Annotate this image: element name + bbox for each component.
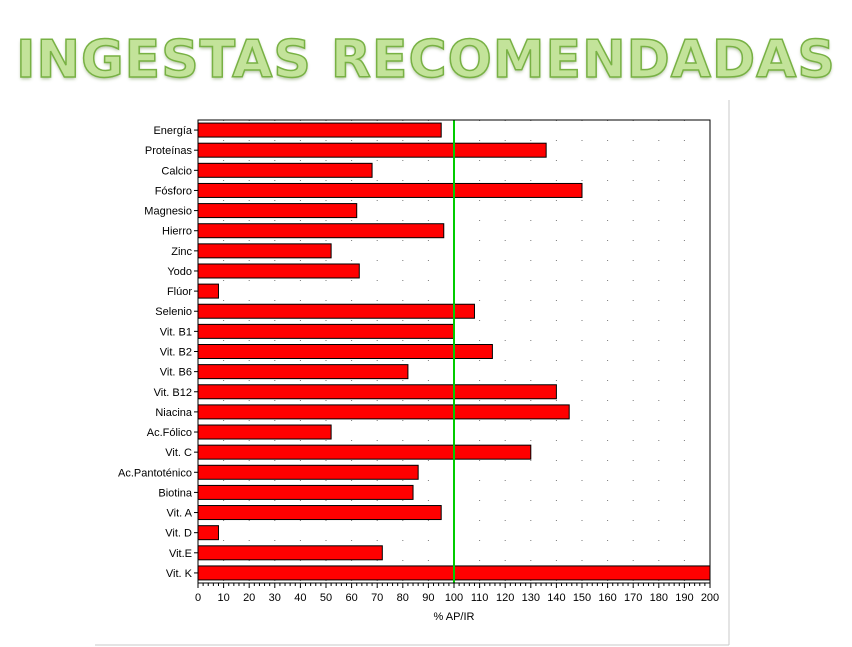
x-tick-label: 110 [471,592,489,604]
category-label: Vit. A [167,508,193,520]
x-tick-label: 120 [496,592,514,604]
category-label: Calcio [161,165,192,177]
category-label: Energía [153,125,192,137]
x-tick-label: 170 [624,592,642,604]
bar [197,484,414,500]
x-tick-label: 150 [573,592,591,604]
bar [197,525,219,541]
category-label: Magnesio [144,206,192,218]
bar [197,545,383,561]
bar [197,323,455,339]
x-tick-label: 130 [522,592,540,604]
bar [197,122,442,138]
category-label: Vit. B2 [160,347,192,359]
bar [197,424,332,440]
category-label: Proteínas [145,145,193,157]
x-tick-label: 190 [675,592,693,604]
x-tick-label: 70 [371,592,383,604]
category-label-layer: Energía Proteínas Calcio Fósforo Magnesio Hie… [118,125,198,580]
category-label: Flúor [167,286,192,298]
x-tick-label: 50 [320,592,332,604]
x-tick-label: 0 [195,592,201,604]
bar [197,464,419,480]
category-label: Vit.E [169,548,192,560]
category-label: Selenio [155,306,192,318]
x-tick-label: 10 [217,592,229,604]
bar [197,444,532,460]
bar [197,404,570,420]
category-label: Niacina [155,407,193,419]
bar [197,283,219,299]
x-tick-label: 40 [294,592,306,604]
x-tick-label: 80 [397,592,409,604]
bar [197,303,475,319]
category-label: Biotina [158,487,193,499]
category-label: Zinc [171,246,192,258]
x-tick-label: 160 [598,592,616,604]
bar [197,364,409,380]
bar [197,142,547,158]
category-label: Vit. B6 [160,367,192,379]
x-tick-label: 100 [445,592,463,604]
x-tick-label: 140 [547,592,565,604]
bar [197,223,445,239]
x-tick-label: 60 [345,592,357,604]
category-label: Vit. C [165,447,192,459]
category-label: Yodo [167,266,192,278]
bar [197,182,583,198]
x-tick-label: 30 [269,592,281,604]
category-label: Ac.Pantoténico [118,467,192,479]
bar-layer [197,122,711,581]
bar [197,263,360,279]
category-label: Vit. B12 [154,387,192,399]
category-label: Vit. K [166,568,193,580]
category-label: Ac.Fólico [147,427,192,439]
category-label: Hierro [162,226,192,238]
slide-title: INGESTAS RECOMENDADAS [15,29,836,91]
bar [197,384,557,400]
x-tick-label: 180 [650,592,668,604]
bar [197,162,373,178]
x-tick-layer: 0 10 20 30 40 50 60 70 80 90 100 110 120 130 140 150 160… [195,583,719,604]
bar [197,344,493,359]
x-tick-label: 200 [701,592,719,604]
bar [197,505,442,521]
x-axis-label: % AP/IR [434,611,475,623]
x-tick-label: 90 [422,592,434,604]
bar [197,243,332,259]
category-label: Fósforo [155,185,192,197]
category-label: Vit. D [165,528,192,540]
category-label: Vit. B1 [160,326,192,338]
bar [197,203,358,219]
x-tick-label: 20 [243,592,255,604]
